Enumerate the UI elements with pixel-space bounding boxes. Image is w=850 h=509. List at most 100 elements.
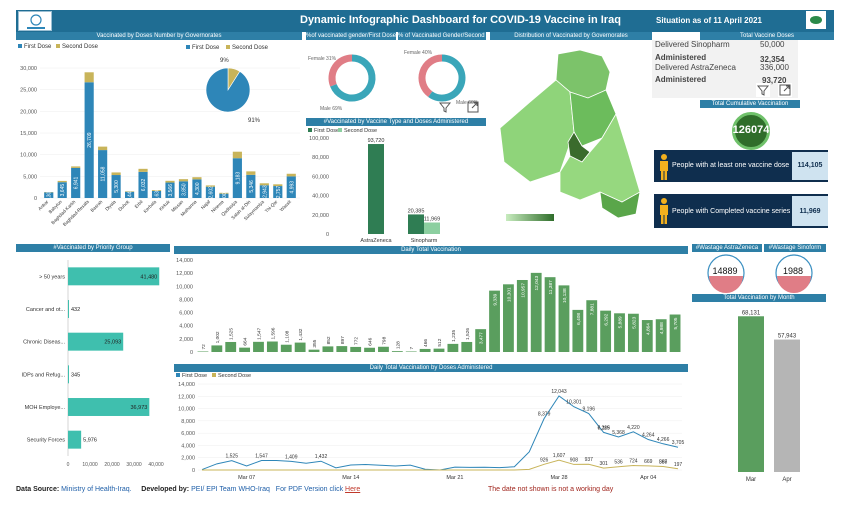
line-first-data-label: 4,220 <box>627 425 640 431</box>
daily-bar <box>211 345 223 352</box>
who-logo <box>18 11 52 31</box>
bar-data-label: 4,300 <box>195 182 201 195</box>
daily-bar <box>447 343 459 352</box>
header-pct-astra: #Wastage AstraZeneca <box>692 244 762 252</box>
pie-label-first: 91% <box>248 118 261 124</box>
cumulative-circle <box>732 112 770 150</box>
line-first-data-label: 4,266 <box>657 437 670 443</box>
line-legend-first-swatch <box>176 373 180 377</box>
y-tick-label: 12,000 <box>176 271 193 277</box>
line-first-data-label: 6,119 <box>598 425 610 431</box>
expand-icon[interactable] <box>466 100 480 114</box>
daily-data-label: 7 <box>409 347 415 350</box>
x-tick-label: Thi-Qar <box>264 199 279 214</box>
daily-data-label: 10,301 <box>506 287 512 302</box>
y-tick-label: 10,000 <box>178 407 195 413</box>
y-tick-label: 15,000 <box>20 131 37 137</box>
y-tick-label: 2,000 <box>179 337 193 343</box>
x-tick-label: Wassit <box>279 199 293 213</box>
pie-legend-second-swatch <box>226 45 230 49</box>
priority-data-label: 345 <box>71 372 80 378</box>
y-tick-label: 40,000 <box>312 194 329 200</box>
daily-data-label: 5,705 <box>673 317 679 329</box>
month-category-label: Apr <box>782 477 791 483</box>
kpi-admin1-label: Administered <box>655 53 707 62</box>
bar-second-dose <box>98 146 108 151</box>
month-bar <box>774 339 800 472</box>
daily-bar <box>614 313 625 352</box>
daily-data-label: 1,108 <box>284 330 290 342</box>
daily-data-label: 798 <box>381 336 387 344</box>
x-tick-label: 30,000 <box>126 462 142 468</box>
gender-second-donut: Female 40% Male 60% <box>404 50 479 106</box>
bar-data-label: 6,941 <box>74 176 80 189</box>
moh-logo-icon <box>810 16 822 24</box>
bar-second-dose <box>219 192 229 194</box>
bar-second-dose <box>259 183 269 186</box>
daily-data-label: 1,235 <box>451 330 457 342</box>
priority-data-label: 41,480 <box>140 274 157 280</box>
legend-second-label: Second Dose <box>62 44 99 50</box>
footer-dev-value[interactable]: PEI/ EPI Team WHO-Iraq <box>191 486 270 493</box>
person-icon <box>660 154 668 180</box>
line-second-data-label: 385 <box>659 460 668 466</box>
daily-bar <box>378 346 389 352</box>
daily-bar <box>364 347 375 352</box>
bar-data-label: 3,566 <box>168 184 174 197</box>
daily-data-label: 852 <box>326 336 332 344</box>
y-tick-label: 4,000 <box>179 324 193 330</box>
daily-bar <box>294 342 306 352</box>
x-tick-label: Apr 04 <box>640 475 656 481</box>
daily-bar <box>600 310 612 352</box>
type-data-label: 20,385 <box>408 208 425 214</box>
kpi-delivered-astra-value: 336,000 <box>760 63 789 72</box>
priority-bar <box>68 365 69 384</box>
type-data-label: 93,720 <box>368 138 385 144</box>
filter-icon-2[interactable] <box>756 83 770 97</box>
daily-data-label: 1,526 <box>465 328 471 340</box>
bar-second-dose <box>111 172 121 176</box>
bar-data-label: 1,630 <box>155 188 161 201</box>
line-first-data-label: 1,409 <box>285 454 298 460</box>
line-first-data-label: 12,043 <box>551 389 567 395</box>
bar-data-label: 1,000 <box>222 189 228 202</box>
expand-icon-2[interactable] <box>778 83 792 97</box>
y-tick-label: 5,000 <box>23 174 37 180</box>
x-tick-label: Basrah <box>90 199 104 213</box>
line-second-data-label: 724 <box>629 459 638 465</box>
type-category-label: Sinopharm <box>411 238 438 244</box>
kpi-delivered-astra-label: Delivered AstraZeneca <box>655 63 736 72</box>
governorate-bar-chart: First Dose Second Dose 0 5,000 10,000 15,000 2… <box>18 44 300 227</box>
iraq-map <box>499 49 641 221</box>
priority-category-label: MOH Employe... <box>25 405 66 411</box>
bar-data-label: 4,993 <box>289 181 295 194</box>
daily-bar <box>475 329 487 352</box>
header-daily-by-dose: Daily Total Vaccination by Doses Adminis… <box>174 364 688 372</box>
map-legend-gradient <box>506 214 554 221</box>
line-second-data-label: 536 <box>614 460 623 466</box>
bar-second-dose <box>232 151 242 159</box>
daily-bar <box>627 313 639 352</box>
daily-bar <box>405 351 417 352</box>
kpi-admin2-value: 93,720 <box>762 76 787 85</box>
daily-data-label: 11,387 <box>548 280 554 295</box>
line-first-data-label: 1,547 <box>255 453 268 459</box>
bar-data-label: 1,440 <box>128 188 134 201</box>
filter-icon[interactable] <box>438 100 452 114</box>
line-legend-first-label: First Dose <box>182 373 207 379</box>
complete-value: 11,969 <box>799 208 821 215</box>
header-total-doses: Total Vaccine Doses <box>700 32 834 40</box>
daily-bar <box>669 314 681 352</box>
footer-source-link[interactable]: Ministry of Health-Iraq. <box>61 486 132 493</box>
y-tick-label: 6,000 <box>179 311 193 317</box>
bar-first-dose <box>57 182 67 198</box>
daily-bar <box>225 341 237 352</box>
bar-data-label: 26,709 <box>87 132 93 148</box>
month-data-label: 57,943 <box>778 334 797 340</box>
page-title: Dynamic Infographic Dashboard for COVID-… <box>300 14 621 26</box>
wastage-astra-value: 14889 <box>712 266 738 276</box>
header-by-month: Total Vaccination by Month <box>692 294 826 302</box>
who-logo-icon <box>27 14 45 29</box>
daily-data-label: 12,043 <box>534 276 540 291</box>
footer-pdf-link[interactable]: Here <box>345 486 361 493</box>
